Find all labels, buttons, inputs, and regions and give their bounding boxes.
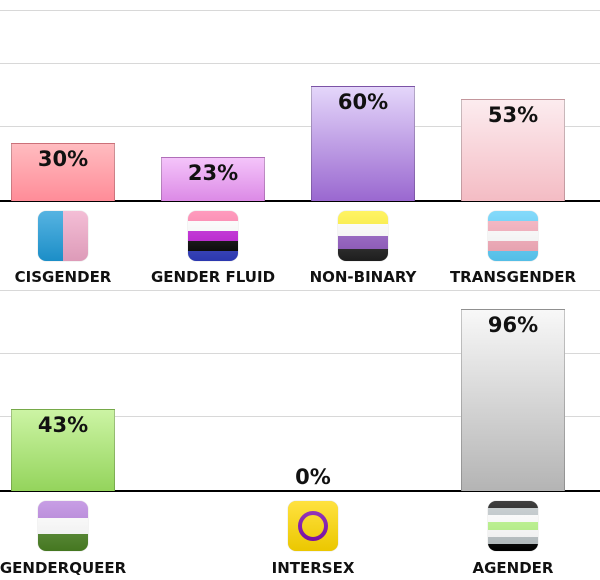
- transgender-flag-icon: [488, 211, 538, 261]
- bar: [11, 143, 115, 201]
- cisgender-flag-icon: [38, 211, 88, 261]
- gridline: [0, 290, 600, 291]
- gridline: [0, 10, 600, 11]
- bar: [461, 308, 565, 491]
- data-label: 0%: [295, 465, 331, 489]
- gridline: [0, 353, 600, 354]
- intersex-flag-icon: [288, 501, 338, 551]
- data-label: 43%: [37, 413, 89, 438]
- category-label: TRANSGENDER: [449, 268, 577, 286]
- bar: [11, 409, 115, 491]
- x-axis-baseline: [0, 490, 600, 492]
- data-label: 96%: [487, 312, 539, 337]
- category-label: AGENDER: [472, 559, 554, 577]
- category-label: GENDERQUEER: [0, 559, 127, 577]
- data-label: 23%: [187, 160, 239, 185]
- data-label: 60%: [337, 89, 389, 114]
- category-label: GENDER FLUID: [150, 268, 276, 286]
- bar: [461, 99, 565, 201]
- genderqueer-flag-icon: [38, 501, 88, 551]
- gridline: [0, 126, 600, 127]
- nonbinary-flag-icon: [338, 211, 388, 261]
- bar: [311, 85, 415, 201]
- data-label: 53%: [487, 103, 539, 128]
- category-label: INTERSEX: [271, 559, 355, 577]
- bar: [161, 156, 265, 201]
- gridline: [0, 63, 600, 64]
- data-label: 30%: [37, 147, 89, 172]
- x-axis-baseline: [0, 200, 600, 202]
- category-label: CISGENDER: [14, 268, 112, 286]
- genderfluid-flag-icon: [188, 211, 238, 261]
- category-label: NON-BINARY: [309, 268, 417, 286]
- agender-flag-icon: [488, 501, 538, 551]
- gridline: [0, 416, 600, 417]
